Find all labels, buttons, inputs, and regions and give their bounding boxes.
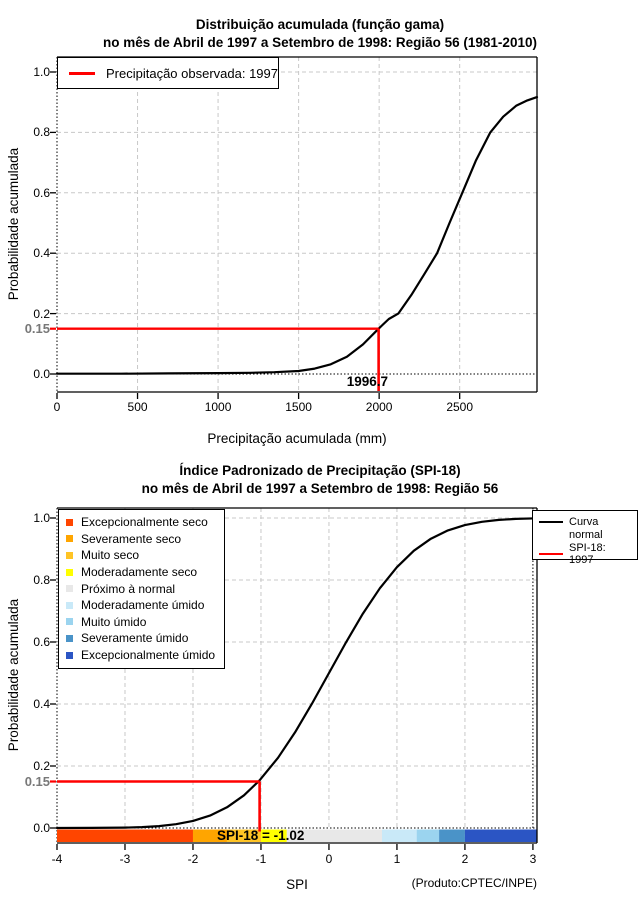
legend-item: Muito úmido [59, 614, 218, 631]
y-tick-label: 0.0 [33, 367, 50, 381]
colorbar-segment [286, 829, 382, 842]
x-tick-label: 0 [325, 852, 333, 866]
legend-item: Próximo à normal [59, 580, 218, 597]
legend-item: Moderadamente úmido [59, 597, 218, 614]
legend-label: Muito úmido [81, 614, 147, 629]
x-tick-label: -3 [119, 852, 131, 866]
legend-label: Excepcionalmente seco [81, 515, 208, 530]
legend-item: Muito seco [59, 547, 218, 564]
curves-legend-box: Curva normal SPI-18: 1997 [532, 510, 638, 566]
colorbar-segment [439, 829, 465, 842]
legend-swatch [66, 585, 73, 593]
chart-title-line1: Índice Padronizado de Precipitação (SPI-… [179, 463, 461, 478]
legend-item: Excepcionalmente seco [59, 514, 218, 531]
categories-legend-box: Excepcionalmente seco Severamente seco Mui… [58, 509, 225, 670]
chart-title-line2: no mês de Abril de 1997 a Setembro de 19… [103, 35, 537, 50]
x-tick-label: 2 [461, 852, 469, 866]
legend-item: Excepcionalmente úmido [59, 647, 218, 664]
colorbar-segment [416, 829, 440, 842]
colorbar-segment [381, 829, 417, 842]
colorbar-segment [57, 829, 193, 842]
y-tick-label: 0.8 [33, 573, 50, 587]
y-tick-label: 0.0 [33, 821, 50, 835]
legend-swatch [66, 634, 73, 642]
legend-label: Moderadamente seco [81, 565, 198, 580]
precipitation-annotation: 1996.7 [346, 374, 388, 389]
legend-swatch [66, 518, 73, 526]
legend-swatch [66, 568, 73, 576]
y-axis-title: Probabilidade acumulada [6, 598, 21, 752]
colorbar-segment [226, 829, 261, 842]
cdf-curve [55, 95, 539, 375]
legend-swatch [66, 618, 73, 626]
red-line-sample [539, 553, 563, 555]
x-axis-title: Precipitação acumulada (mm) [207, 431, 387, 446]
y-tick-label: 0.2 [33, 759, 50, 773]
x-tick-label: -1 [255, 852, 267, 866]
gamma-cdf-chart: Distribuição acumulada (função gama) no … [6, 17, 537, 446]
black-line-sample [539, 521, 563, 523]
x-tick-label: 1000 [204, 400, 232, 414]
legend-box: Precipitação observada: 1997 [57, 57, 279, 89]
curve-legend-label-line2: normal [569, 529, 603, 541]
x-tick-label: 3 [529, 852, 537, 866]
x-axis-title: SPI [286, 877, 308, 892]
threshold-label: 0.15 [24, 774, 50, 789]
legend-label: Precipitação observada: 1997 [105, 65, 278, 81]
legend-label: Severamente úmido [81, 631, 189, 646]
y-axis-title: Probabilidade acumulada [6, 147, 21, 301]
spi-annotation: SPI-18 = -1.02 [217, 828, 305, 843]
x-tick-label: -4 [51, 852, 63, 866]
x-tick-label: 2500 [446, 400, 474, 414]
spi-legend-label: SPI-18: 1997 [569, 542, 606, 566]
spi-cdf-chart: Índice Padronizado de Precipitação (SPI-… [0, 450, 640, 900]
x-tick-label: 1500 [285, 400, 312, 414]
y-tick-label: 1.0 [33, 511, 50, 525]
legend-label: Excepcionalmente úmido [81, 648, 216, 663]
legend-swatch [66, 651, 73, 659]
x-tick-label: 1 [393, 852, 401, 866]
colorbar-segment [192, 829, 227, 842]
chart-title-line2: no mês de Abril de 1997 a Setembro de 19… [141, 481, 499, 496]
legend-label: Severamente seco [81, 531, 182, 546]
x-tick-label: 2000 [365, 400, 393, 414]
y-tick-label: 0.4 [33, 697, 50, 711]
threshold-label: 0.15 [24, 321, 50, 336]
y-tick-label: 0.2 [33, 306, 50, 321]
legend-swatch [66, 535, 73, 543]
cdf-curve [55, 517, 539, 830]
x-tick-label: 500 [127, 400, 148, 414]
colorbar-segment [260, 829, 287, 842]
x-tick-label: -2 [187, 852, 199, 866]
legend-label: Moderadamente úmido [81, 598, 205, 613]
y-tick-label: 0.6 [33, 185, 50, 200]
product-credit: (Produto:CPTEC/INPE) [411, 876, 537, 890]
legend-item: Severamente seco [59, 531, 218, 548]
curve-legend-label-line1: Curva [569, 516, 599, 528]
y-tick-label: 0.6 [33, 635, 50, 649]
legend-swatch [66, 551, 73, 559]
x-tick-label: 0 [53, 400, 61, 414]
chart-title-line1: Distribuição acumulada (função gama) [195, 17, 445, 32]
legend-label: Muito seco [81, 548, 140, 563]
red-line-sample [69, 71, 95, 75]
colorbar-segment [464, 829, 537, 842]
y-tick-label: 0.8 [33, 125, 50, 140]
y-tick-label: 0.4 [33, 246, 50, 261]
legend-label: Próximo à normal [81, 581, 176, 596]
legend-swatch [66, 601, 73, 609]
y-tick-label: 1.0 [33, 65, 50, 79]
legend-item: Severamente úmido [59, 630, 218, 647]
legend-item: Moderadamente seco [59, 564, 218, 581]
